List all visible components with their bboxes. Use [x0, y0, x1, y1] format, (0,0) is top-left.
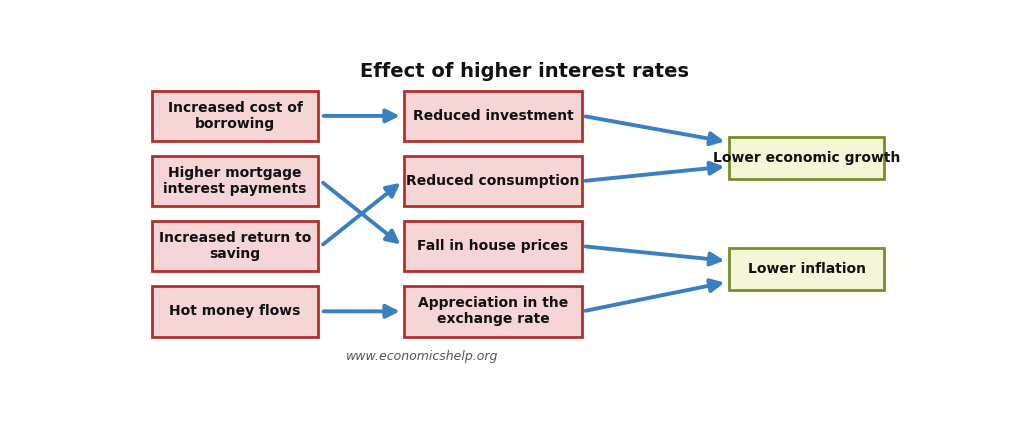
Text: Lower inflation: Lower inflation [748, 262, 865, 276]
FancyBboxPatch shape [152, 286, 318, 337]
Text: Reduced investment: Reduced investment [413, 109, 573, 123]
FancyBboxPatch shape [403, 221, 583, 272]
Text: Lower economic growth: Lower economic growth [713, 151, 900, 165]
FancyBboxPatch shape [403, 156, 583, 206]
Text: Increased return to
saving: Increased return to saving [159, 231, 311, 261]
FancyBboxPatch shape [729, 248, 884, 290]
Text: Appreciation in the
exchange rate: Appreciation in the exchange rate [418, 296, 568, 327]
Text: Fall in house prices: Fall in house prices [418, 239, 568, 253]
FancyBboxPatch shape [729, 137, 884, 179]
FancyBboxPatch shape [152, 156, 318, 206]
Text: Higher mortgage
interest payments: Higher mortgage interest payments [164, 166, 307, 196]
Text: Increased cost of
borrowing: Increased cost of borrowing [168, 101, 302, 131]
Text: Reduced consumption: Reduced consumption [407, 174, 580, 188]
FancyBboxPatch shape [403, 91, 583, 141]
FancyBboxPatch shape [403, 286, 583, 337]
Text: www.economicshelp.org: www.economicshelp.org [345, 350, 498, 363]
Text: Hot money flows: Hot money flows [169, 304, 301, 319]
FancyBboxPatch shape [152, 221, 318, 272]
Text: Effect of higher interest rates: Effect of higher interest rates [360, 62, 689, 81]
FancyBboxPatch shape [152, 91, 318, 141]
